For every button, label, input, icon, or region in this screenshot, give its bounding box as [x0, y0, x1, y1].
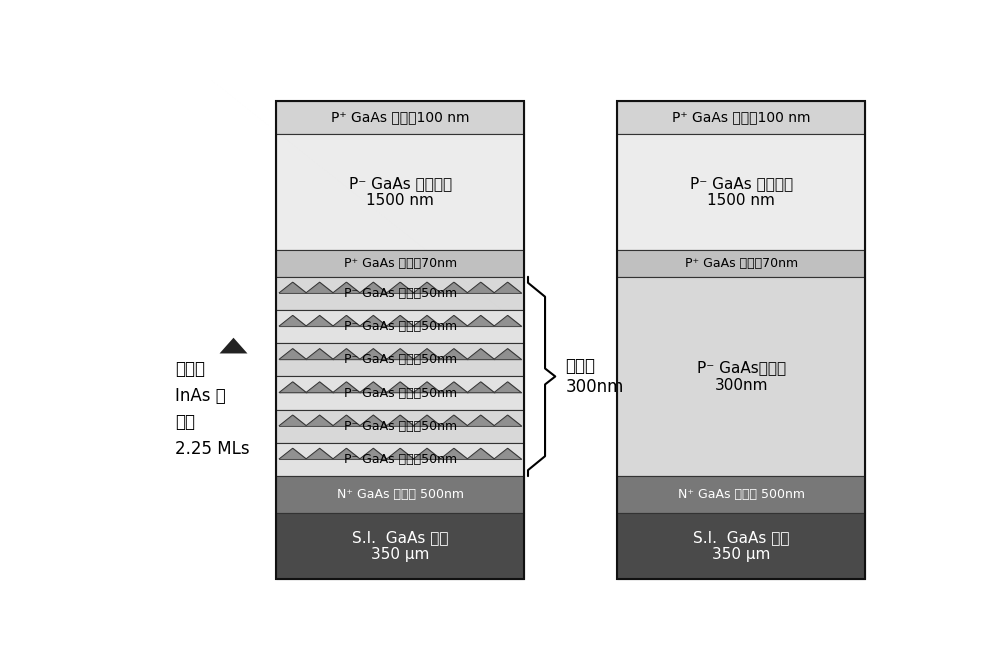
Bar	[276, 250, 524, 277]
Bar	[276, 512, 524, 579]
Text: N⁺ GaAs 接触层 500nm: N⁺ GaAs 接触层 500nm	[337, 488, 464, 501]
Text: P⁺ GaAs 电荷层70nm: P⁺ GaAs 电荷层70nm	[685, 257, 798, 270]
Bar	[276, 443, 524, 476]
Text: P⁻ GaAs 光吸收层
1500 nm: P⁻ GaAs 光吸收层 1500 nm	[349, 176, 452, 208]
Bar	[617, 512, 865, 579]
Bar	[276, 101, 524, 579]
Text: P⁻ GaAs 间隔屇50nm: P⁻ GaAs 间隔屇50nm	[344, 287, 457, 300]
Bar	[617, 101, 865, 579]
Text: S.I.  GaAs 衆底
350 μm: S.I. GaAs 衆底 350 μm	[693, 530, 789, 562]
Bar	[617, 101, 865, 134]
Bar	[276, 476, 524, 512]
Text: 倍增层
300nm: 倍增层 300nm	[565, 357, 624, 396]
Polygon shape	[220, 338, 247, 353]
Text: P⁻ GaAs 间隔屇50nm: P⁻ GaAs 间隔屇50nm	[344, 353, 457, 366]
Text: 非掺杂: 非掺杂	[175, 360, 205, 378]
Bar	[617, 277, 865, 476]
Text: P⁺ GaAs 电荷层70nm: P⁺ GaAs 电荷层70nm	[344, 257, 457, 270]
Bar	[617, 250, 865, 277]
Text: P⁺ GaAs 接触层100 nm: P⁺ GaAs 接触层100 nm	[672, 110, 810, 124]
Bar	[617, 476, 865, 512]
Text: P⁺ GaAs 接触层100 nm: P⁺ GaAs 接触层100 nm	[331, 110, 469, 124]
Text: N⁺ GaAs 接触层 500nm: N⁺ GaAs 接触层 500nm	[678, 488, 805, 501]
Bar	[617, 134, 865, 250]
Bar	[276, 101, 524, 134]
Bar	[276, 377, 524, 409]
Bar	[276, 310, 524, 343]
Text: 子点: 子点	[175, 413, 195, 432]
Text: P⁻ GaAs倍增层
300nm: P⁻ GaAs倍增层 300nm	[697, 360, 786, 393]
Text: 2.25 MLs: 2.25 MLs	[175, 440, 250, 458]
Text: InAs 量: InAs 量	[175, 387, 226, 405]
Text: P⁻ GaAs 间隔屇50nm: P⁻ GaAs 间隔屇50nm	[344, 453, 457, 466]
Bar	[276, 343, 524, 377]
Bar	[276, 134, 524, 250]
Bar	[276, 409, 524, 443]
Text: P⁻ GaAs 间隔屇50nm: P⁻ GaAs 间隔屇50nm	[344, 420, 457, 433]
Bar	[276, 277, 524, 310]
Text: P⁻ GaAs 光吸收层
1500 nm: P⁻ GaAs 光吸收层 1500 nm	[690, 176, 793, 208]
Text: P⁻ GaAs 间隔屇50nm: P⁻ GaAs 间隔屇50nm	[344, 320, 457, 333]
Text: S.I.  GaAs 衆底
350 μm: S.I. GaAs 衆底 350 μm	[352, 530, 448, 562]
Text: P⁻ GaAs 间隔屇50nm: P⁻ GaAs 间隔屇50nm	[344, 387, 457, 399]
